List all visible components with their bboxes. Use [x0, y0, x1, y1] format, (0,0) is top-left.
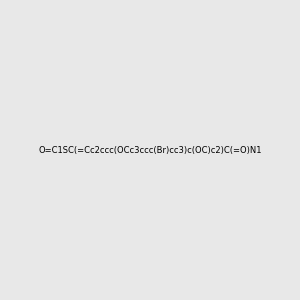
- Text: O=C1SC(=Cc2ccc(OCc3ccc(Br)cc3)c(OC)c2)C(=O)N1: O=C1SC(=Cc2ccc(OCc3ccc(Br)cc3)c(OC)c2)C(…: [38, 146, 262, 154]
